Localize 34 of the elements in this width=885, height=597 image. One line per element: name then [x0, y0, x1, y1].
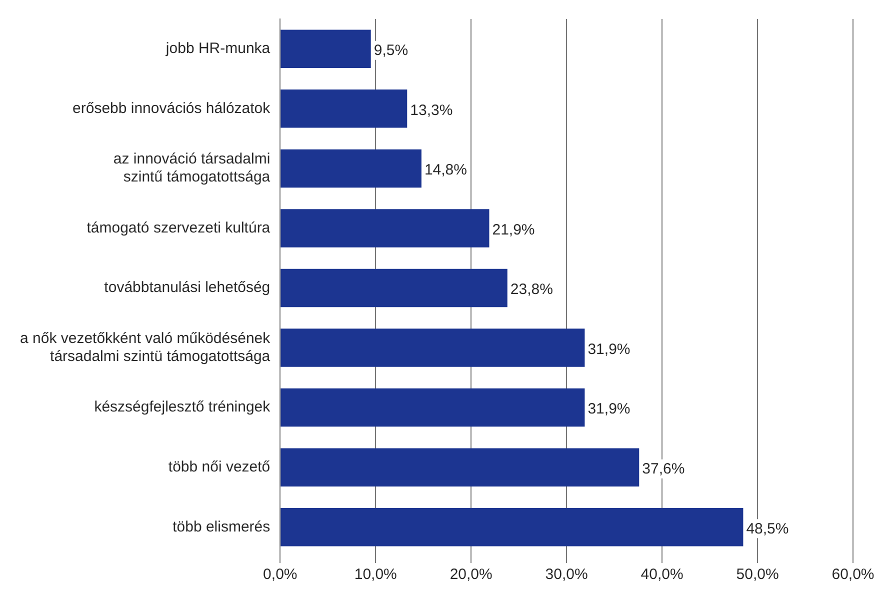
data-label: 37,6%	[642, 460, 685, 478]
data-label: 31,9%	[588, 340, 630, 358]
x-tick-label: 0,0%	[263, 566, 298, 584]
data-label: 9,5%	[374, 42, 408, 60]
x-tick-label: 50,0%	[736, 566, 779, 584]
data-label: 23,8%	[510, 281, 553, 298]
data-label: 14,8%	[424, 162, 467, 179]
y-tick-label: jobb HR-munka	[164, 40, 271, 58]
bar	[280, 268, 508, 308]
bar	[280, 209, 490, 248]
bar	[280, 388, 585, 427]
data-label: 31,9%	[588, 400, 630, 418]
data-label: 13,3%	[410, 102, 453, 119]
x-tick-label: 10,0%	[354, 566, 397, 584]
x-tick-label: 40,0%	[640, 566, 684, 584]
y-tick-label: több elismerés	[172, 518, 270, 536]
y-tick-label: továbbtanulási lehetőség	[104, 279, 270, 296]
data-label: 21,9%	[492, 221, 535, 238]
bar	[280, 149, 422, 188]
y-tick-label: támogató szervezeti kultúra	[86, 219, 271, 236]
bar	[280, 90, 408, 128]
data-label: 48,5%	[746, 520, 789, 538]
bar	[280, 448, 640, 486]
bar	[280, 508, 744, 546]
x-tick-label: 20,0%	[450, 566, 492, 584]
y-tick-label: a nők vezetőkként való működésének társadalmi szintü támogatottsága	[20, 330, 271, 365]
bar	[280, 30, 371, 68]
x-tick-label: 30,0%	[545, 566, 588, 584]
y-tick-label: több női vezető	[168, 458, 270, 476]
y-tick-label: az innováció társadalmi szintű támogatottsága	[113, 150, 271, 186]
x-tick-label: 60,0%	[832, 566, 874, 584]
y-tick-label: erősebb innovációs hálózatok	[72, 100, 271, 117]
bar	[280, 328, 585, 367]
y-tick-label: készségfejlesztő tréningek	[94, 398, 271, 416]
